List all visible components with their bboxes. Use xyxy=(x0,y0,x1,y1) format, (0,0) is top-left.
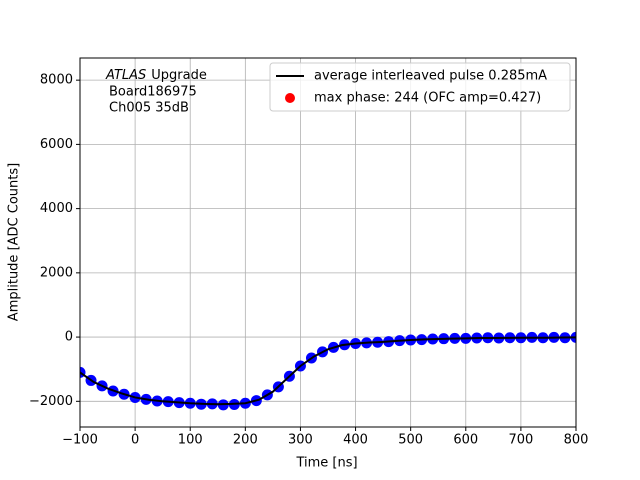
y-tick-label: 8000 xyxy=(40,73,73,88)
y-axis-label: Amplitude [ADC Counts] xyxy=(7,163,22,321)
annotation-text: Upgrade xyxy=(151,68,207,83)
y-tick-label: 4000 xyxy=(40,201,73,216)
x-tick-label: 600 xyxy=(453,433,478,448)
x-axis-label: Time [ns] xyxy=(295,456,357,471)
x-tick-label: 300 xyxy=(288,433,313,448)
x-tick-label: 700 xyxy=(508,433,533,448)
annotation-italic: ATLAS xyxy=(105,68,146,83)
x-tick-label: 800 xyxy=(564,433,589,448)
x-tick-label: 400 xyxy=(343,433,368,448)
annotation-text: Ch005 35dB xyxy=(109,101,189,116)
y-tick-label: 6000 xyxy=(40,137,73,152)
plot-area xyxy=(80,331,576,411)
legend-swatch xyxy=(285,93,295,103)
legend-label: average interleaved pulse 0.285mA xyxy=(314,69,547,84)
y-tick-label: 2000 xyxy=(40,265,73,280)
annotation: ATLAS Upgrade xyxy=(105,68,207,83)
x-tick-label: −100 xyxy=(62,433,98,448)
line xyxy=(80,336,576,406)
y-tick-label: 0 xyxy=(65,330,73,345)
legend-box xyxy=(269,62,571,112)
x-tick-label: 500 xyxy=(398,433,423,448)
annotation-text: Board186975 xyxy=(109,85,197,100)
x-tick-label: 100 xyxy=(178,433,203,448)
axes-frame xyxy=(79,57,577,428)
x-tick-label: 200 xyxy=(233,433,258,448)
x-tick-label: 0 xyxy=(131,433,139,448)
y-tick-label: −2000 xyxy=(29,394,73,409)
legend-label: max phase: 244 (OFC amp=0.427) xyxy=(314,91,541,106)
